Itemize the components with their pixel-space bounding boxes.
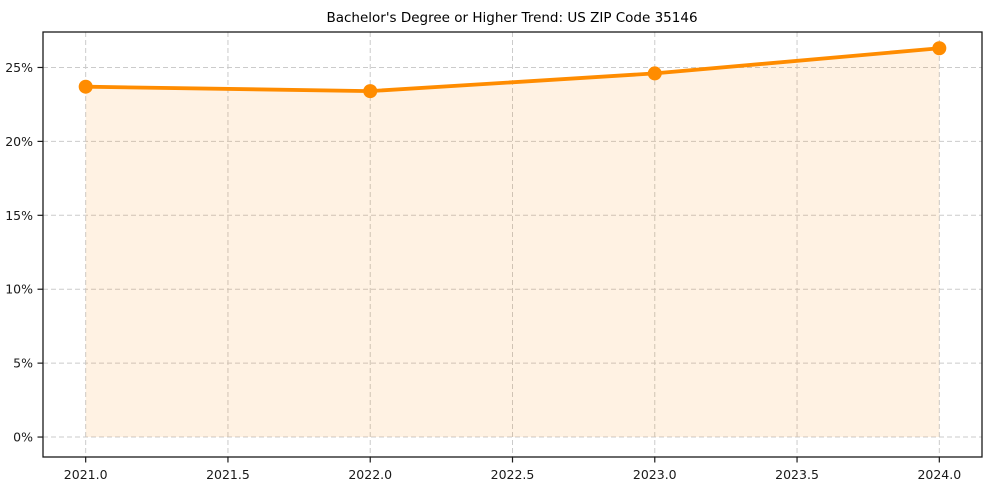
y-tick-label: 15%: [5, 208, 33, 223]
y-tick-label: 25%: [5, 60, 33, 75]
data-point-marker: [363, 84, 378, 99]
data-series-layer: [78, 41, 947, 99]
y-tick-label: 20%: [5, 134, 33, 149]
area-fill: [85, 48, 940, 438]
data-point-marker: [78, 79, 93, 94]
x-tick-label: 2021.0: [64, 467, 108, 482]
x-tick-label: 2021.5: [206, 467, 250, 482]
chart-title: Bachelor's Degree or Higher Trend: US ZI…: [326, 10, 697, 26]
x-tick-label: 2022.0: [348, 467, 392, 482]
grid-layer: [43, 32, 982, 457]
x-tick-label: 2023.5: [775, 467, 819, 482]
axes-layer: 2021.0 2021.5 2022.0 2022.5 2023.0 2023.5 2024…: [5, 31, 983, 482]
data-point-marker: [647, 66, 662, 81]
y-tick-label: 10%: [5, 282, 33, 297]
y-tick-label: 5%: [13, 356, 33, 371]
y-tick-label: 0%: [13, 430, 33, 445]
x-tick-label: 2022.5: [491, 467, 535, 482]
x-tick-label: 2023.0: [633, 467, 677, 482]
data-point-marker: [932, 41, 947, 56]
trend-line: [83, 46, 942, 94]
area-fill-layer: [85, 48, 940, 438]
x-tick-label: 2024.0: [917, 467, 961, 482]
